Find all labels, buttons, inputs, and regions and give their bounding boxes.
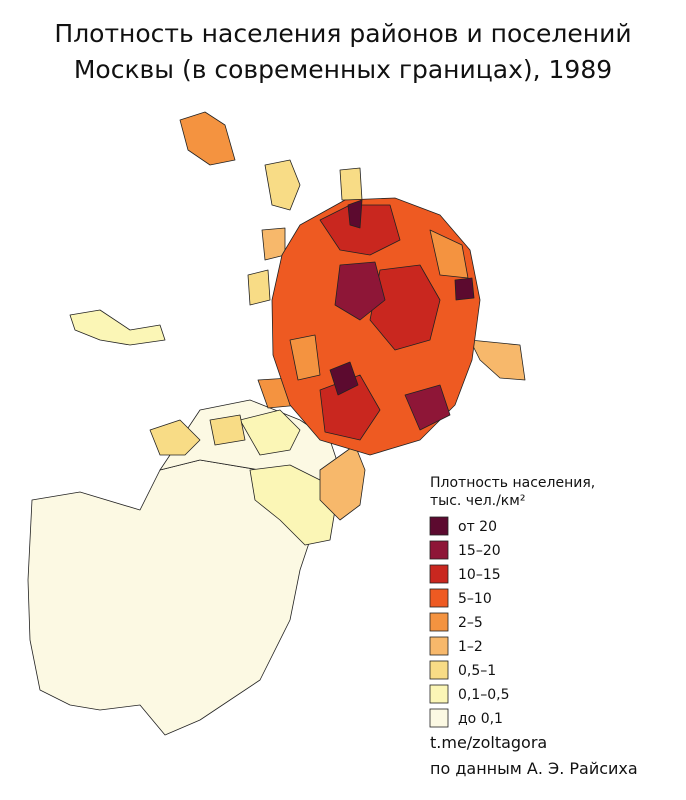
region [404, 384, 451, 431]
region [264, 159, 301, 211]
region [347, 199, 363, 229]
legend: от 20 15–20 10–15 5–10 2–5 1–2 0,5–1 0,1–0,5 до … [429, 516, 510, 728]
legend-label: 5–10 [458, 591, 492, 607]
legend-label: 15–20 [458, 543, 501, 559]
region [69, 309, 166, 346]
region [429, 229, 469, 279]
map [27, 111, 526, 736]
legend-swatch [429, 516, 449, 536]
legend-swatch [429, 588, 449, 608]
region [209, 414, 246, 446]
region [454, 277, 475, 301]
legend-swatch [429, 708, 449, 728]
legend-swatch [429, 660, 449, 680]
region [149, 419, 201, 456]
region [249, 464, 336, 546]
legend-swatch [429, 612, 449, 632]
legend-label: 2–5 [458, 615, 483, 631]
legend-label: 0,1–0,5 [458, 687, 510, 703]
region [329, 361, 359, 396]
legend-label: от 20 [458, 519, 497, 535]
title-line: Москвы (в современных границах), 1989 [74, 55, 612, 84]
legend-label: 10–15 [458, 567, 501, 583]
region [179, 111, 236, 166]
legend-title: Плотность населения, [430, 475, 595, 491]
region [339, 167, 363, 201]
region [469, 339, 526, 381]
region [239, 409, 301, 456]
credit: t.me/zoltagora [430, 733, 547, 752]
region [247, 269, 271, 306]
region [289, 334, 321, 381]
legend-swatch [429, 636, 449, 656]
legend-label: 1–2 [458, 639, 483, 655]
legend-swatch [429, 564, 449, 584]
legend-title: тыс. чел./км² [430, 493, 525, 509]
legend-label: 0,5–1 [458, 663, 496, 679]
region [334, 261, 386, 321]
legend-swatch [429, 540, 449, 560]
legend-label: до 0,1 [458, 711, 503, 727]
legend-swatch [429, 684, 449, 704]
credit: по данным А. Э. Райсиха [430, 759, 638, 778]
title-line: Плотность населения районов и поселений [54, 19, 631, 48]
region [369, 264, 441, 351]
